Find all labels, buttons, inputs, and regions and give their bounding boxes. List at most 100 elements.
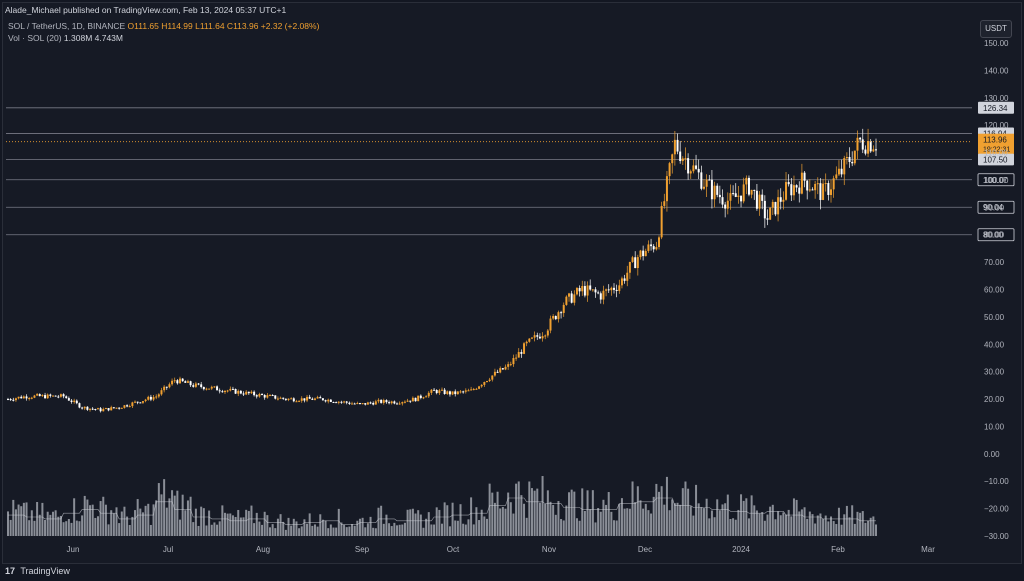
candle-body	[152, 397, 155, 400]
volume-bar	[263, 511, 266, 536]
footer-brand[interactable]: 17 TradingView	[5, 566, 70, 576]
volume-bar	[306, 523, 309, 536]
volume-bar	[218, 521, 221, 536]
volume-bar	[806, 518, 809, 536]
volume-bar	[411, 508, 414, 536]
candle-body	[631, 257, 634, 262]
currency-button[interactable]: USDT	[980, 20, 1012, 38]
y-tick-label: 90.00	[984, 203, 1005, 212]
candle-body	[761, 194, 764, 201]
candle-body	[504, 366, 507, 370]
candle-body	[819, 183, 822, 200]
candle-body	[560, 312, 563, 314]
volume-bar	[835, 524, 838, 536]
volume-bar	[554, 514, 557, 536]
volume-bar	[740, 494, 743, 536]
candle-body	[321, 398, 324, 401]
candle-body	[483, 381, 486, 385]
volume-bar	[221, 505, 224, 536]
candle-body	[626, 272, 629, 281]
candle-body	[224, 390, 226, 393]
level-tag	[978, 101, 1014, 114]
volume-bar	[869, 517, 872, 536]
candle-body	[795, 185, 798, 188]
volume-bar	[779, 515, 782, 536]
volume-label[interactable]: Vol · SOL (20)	[8, 33, 62, 43]
brand-name: TradingView	[20, 566, 70, 576]
volume-bar	[830, 516, 833, 536]
candle-body	[441, 389, 443, 391]
candle-body	[668, 163, 671, 177]
volume-bar	[483, 516, 486, 536]
volume-bar	[433, 524, 436, 536]
volume-bar	[732, 518, 735, 536]
candle-body	[552, 315, 555, 319]
candle-body	[734, 193, 737, 197]
candle-body	[501, 368, 504, 370]
volume-bar	[417, 510, 420, 536]
y-tick-label: 60.00	[984, 286, 1005, 295]
candle-body	[200, 384, 203, 387]
volume-bar	[845, 505, 848, 536]
volume-bar	[512, 513, 515, 536]
candle-body	[181, 378, 184, 382]
volume-bar	[729, 519, 732, 536]
x-tick-label: Jul	[163, 545, 173, 554]
volume-bar	[115, 507, 118, 536]
candle-body	[401, 402, 404, 404]
candle-body	[25, 396, 28, 399]
candle-body	[822, 183, 825, 200]
y-tick-label: −10.00	[984, 477, 1009, 486]
volume-bar	[300, 526, 303, 536]
candle-body	[28, 398, 31, 400]
volume-bar	[44, 519, 47, 536]
volume-bar	[279, 514, 282, 536]
candle-body	[583, 286, 586, 296]
volume-bar	[173, 495, 176, 536]
volume-bar	[811, 514, 814, 536]
volume-bar	[57, 516, 60, 536]
candle-body	[126, 405, 129, 407]
volume-bar	[118, 523, 121, 536]
volume-bar	[615, 520, 618, 536]
volume-bar	[819, 513, 822, 536]
candle-body	[742, 184, 745, 202]
volume-bar	[859, 512, 862, 536]
volume-bar	[520, 495, 523, 536]
volume-bar	[644, 503, 647, 536]
candle-body	[792, 185, 795, 196]
candle-body	[644, 250, 647, 257]
volume-bar	[824, 515, 827, 536]
candle-body	[192, 385, 195, 387]
volume-bar	[491, 492, 494, 536]
symbol-legend[interactable]: SOL / TetherUS, 1D, BINANCE O111.65 H114…	[8, 21, 319, 31]
candle-body	[684, 158, 687, 160]
candle-body	[147, 396, 150, 400]
volume-bar	[679, 504, 682, 536]
volume-legend[interactable]: Vol · SOL (20) 1.308M 4.743M	[8, 33, 123, 43]
candle-body	[229, 388, 232, 391]
candle-body	[366, 402, 369, 405]
volume-bar	[848, 517, 851, 536]
volume-bar	[867, 520, 870, 536]
volume-bar	[94, 517, 97, 536]
candle-body	[380, 399, 383, 403]
symbol-name[interactable]: SOL / TetherUS, 1D, BINANCE	[8, 21, 126, 31]
candle-body	[663, 201, 666, 206]
volume-bar	[171, 490, 174, 536]
candle-body	[745, 177, 748, 185]
candle-body	[96, 408, 99, 410]
volume-bar	[12, 499, 15, 536]
volume-bar	[149, 524, 152, 536]
volume-bar	[242, 517, 245, 536]
volume-bar	[409, 509, 412, 536]
volume-bar	[745, 498, 748, 536]
level-tag-label: 90.04	[983, 203, 1004, 212]
y-tick-label: 120.00	[984, 121, 1009, 130]
candle-body	[284, 398, 287, 400]
volume-bar	[689, 506, 692, 536]
volume-bar	[681, 488, 684, 536]
volume-bar	[478, 520, 481, 536]
candle-body	[777, 197, 780, 215]
